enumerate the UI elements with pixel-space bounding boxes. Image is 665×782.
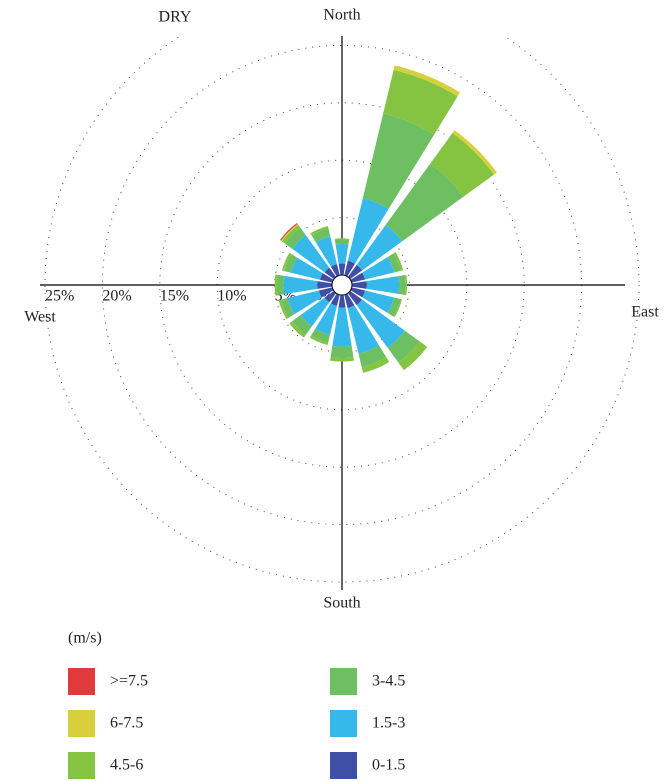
wedge [452, 130, 497, 175]
grid-ring [44, 36, 640, 583]
wedge [281, 224, 301, 244]
wedge [356, 299, 405, 348]
wedge [344, 293, 355, 309]
wedge [385, 163, 464, 242]
wedge [315, 303, 337, 335]
wedge [362, 256, 395, 280]
direction-label: North [323, 7, 360, 24]
wedge [338, 294, 346, 308]
wedge [334, 239, 350, 245]
center-hole [331, 274, 353, 296]
wedge [398, 341, 428, 371]
wedge [280, 223, 298, 241]
wedge [290, 257, 323, 280]
r-tick-label: 20% [102, 288, 131, 305]
legend-label: 1.5-3 [372, 715, 405, 732]
wedge [280, 298, 295, 318]
legend-swatch [68, 668, 95, 695]
wedge [300, 297, 330, 327]
wedge [430, 132, 495, 197]
r-tick-label: 15% [160, 288, 189, 305]
wedge [274, 274, 278, 296]
wedge [347, 290, 363, 306]
chart-title: DRY [159, 9, 192, 26]
wedge [309, 335, 329, 345]
wedge [361, 357, 390, 373]
wedge [330, 345, 354, 359]
wedge [280, 223, 299, 242]
wedge [284, 253, 298, 273]
direction-label: West [24, 309, 56, 326]
wedge [332, 307, 352, 347]
wedge [317, 281, 333, 289]
wedge [351, 281, 367, 289]
legend-swatch [68, 710, 95, 737]
wedge [330, 357, 354, 362]
r-tick-label: 10% [217, 288, 246, 305]
wedge [358, 345, 387, 368]
wedge [330, 293, 340, 306]
wedge [310, 328, 331, 343]
direction-label: South [323, 595, 360, 612]
r-tick-label: 25% [45, 288, 74, 305]
legend-swatch [330, 752, 357, 779]
wedge [282, 252, 292, 272]
wedge [330, 264, 340, 277]
legend-label: 6-7.5 [110, 715, 143, 732]
wedge [278, 299, 289, 320]
wedge [283, 275, 318, 295]
wedge [318, 287, 334, 298]
legend-label: 4.5-6 [110, 757, 143, 774]
wedge [315, 236, 337, 267]
wedge [387, 253, 401, 273]
legend-swatch [330, 668, 357, 695]
legend-swatch [68, 752, 95, 779]
wedge [324, 290, 337, 303]
wedge [310, 226, 329, 236]
wedge [398, 274, 406, 296]
wedge [335, 244, 349, 264]
wedge [350, 287, 366, 298]
wedge [383, 69, 458, 135]
wedge [338, 263, 346, 276]
wedge [334, 238, 350, 240]
wedge [347, 305, 380, 354]
wedge [405, 274, 408, 296]
wedge [292, 315, 312, 335]
wedge [324, 267, 337, 280]
wedge [393, 252, 404, 271]
wedge [362, 113, 435, 209]
wedge [356, 224, 403, 271]
direction-label: East [631, 304, 659, 321]
wedge [366, 276, 400, 294]
wedge [292, 235, 330, 273]
wedge [344, 260, 356, 277]
wedge [393, 65, 460, 97]
legend-label: >=7.5 [110, 673, 148, 690]
wedge [319, 273, 334, 283]
legend-label: 0-1.5 [372, 757, 405, 774]
wedge [276, 274, 285, 296]
wedge [393, 299, 402, 318]
wedge [350, 272, 366, 283]
wedge [387, 330, 420, 363]
wedge [289, 321, 306, 338]
legend-title: (m/s) [68, 630, 102, 647]
wedge [362, 290, 395, 314]
wedge [311, 228, 331, 243]
wedge [287, 290, 322, 315]
wedge [347, 264, 363, 280]
wedge [284, 227, 306, 249]
wedge [387, 297, 401, 317]
wedge [347, 198, 389, 264]
legend-swatch [330, 710, 357, 737]
legend-label: 3-4.5 [372, 673, 405, 690]
